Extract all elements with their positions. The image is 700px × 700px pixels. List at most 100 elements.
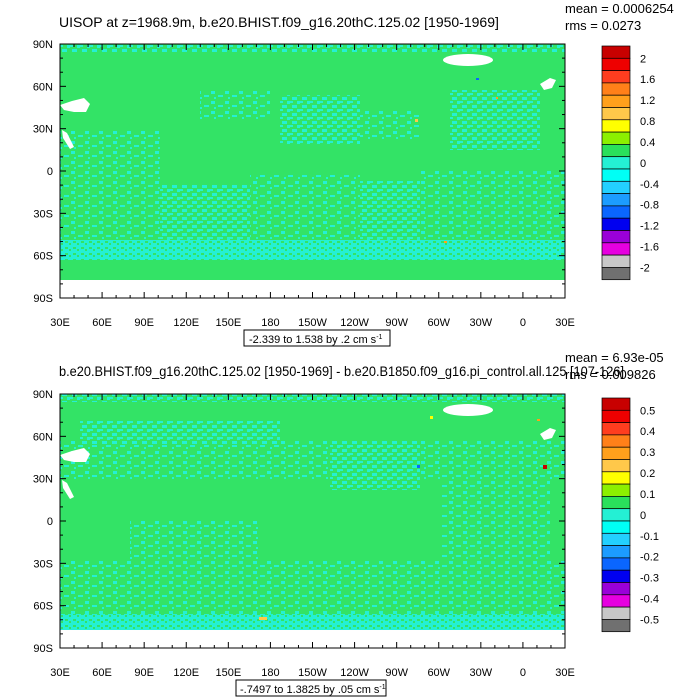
panel-2-mean: mean = 6.93e-05 (565, 350, 664, 365)
panel-2-colorbar-label: 0.5 (640, 405, 655, 417)
panel-1-ytick-label: 0 (47, 166, 53, 178)
panel-1-ytick-label: 90S (33, 293, 53, 305)
panel-2-colorbar-box (601, 446, 631, 460)
panel-1-xtick-label: 90W (385, 317, 408, 329)
panel-1-xtick-label: 60E (92, 317, 112, 329)
panel-1-colorbar-box (601, 94, 631, 108)
panel-2-xtick-label: 90E (134, 667, 154, 679)
panel-2-xtick-label: 0 (520, 667, 526, 679)
panel-1-colorbar-label: 0.8 (640, 116, 655, 128)
panel-2-colorbar-box (601, 582, 631, 596)
panel-2-colorbar-box (601, 569, 631, 583)
panel-2-ytick-label: 90N (33, 389, 53, 401)
panel-1-map (60, 44, 565, 298)
panel-2-ytick-label: 60S (33, 601, 53, 613)
panel-2-colorbar-box (601, 508, 631, 522)
panel-1-colorbar-box (601, 254, 631, 268)
panel-2-xtick-label: 30E (555, 667, 575, 679)
panel-2-xtick-label: 60E (92, 667, 112, 679)
panel-1-xtick-label: 30E (555, 317, 575, 329)
panel-1-colorbar-box (601, 45, 631, 59)
panel-1-colorbar-box (601, 144, 631, 158)
panel-1-colorbar: 2 1.6 1.2 0.8 0.4 0 -0.4 -0.8 -1.2 -1.6 -2 (601, 45, 659, 281)
panel-1-colorbar-box (601, 193, 631, 207)
panel-1-ytick-label: 60S (33, 251, 53, 263)
panel-1-xtick-label: 90E (134, 317, 154, 329)
panel-1-xtick-label: 120W (340, 317, 369, 329)
panel-1-colorbar-box (601, 57, 631, 71)
panel-2-xtick-label: 30E (50, 667, 70, 679)
panel-1-range-label: -2.339 to 1.538 by .2 cm s (249, 334, 377, 346)
panel-1-colorbar-box (601, 267, 631, 281)
panel-2-title: b.e20.BHIST.f09_g16.20thC.125.02 [1950-1… (59, 363, 624, 379)
panel-2-range-sup: -1 (379, 684, 385, 691)
panel-2-xtick-label: 180 (261, 667, 279, 679)
panel-1-ytick-label: 60N (33, 81, 53, 93)
panel-2-colorbar-box (601, 397, 631, 411)
panel-2-colorbar-box (601, 557, 631, 571)
panel-2-map (60, 394, 565, 648)
panel-1-colorbar-box (601, 119, 631, 133)
panel-2-colorbar-box (601, 619, 631, 633)
panel-2-colorbar-label: 0.3 (640, 447, 655, 459)
panel-2-colorbar-box (601, 496, 631, 510)
panel-2-colorbar-label: -0.3 (640, 573, 659, 585)
panel-2-xtick-label: 120W (340, 667, 369, 679)
panel-2-colorbar-box (601, 471, 631, 485)
svg-text:-2.339 to 1.538 by .2 cm s-1: -2.339 to 1.538 by .2 cm s-1 (249, 334, 383, 346)
panel-2-xtick-label: 60W (427, 667, 450, 679)
panel-2-colorbar-label: -0.4 (640, 593, 659, 605)
panel-2-xtick-label: 150W (298, 667, 327, 679)
panel-1-rms: rms = 0.0273 (565, 18, 641, 33)
panel-2-colorbar-label: -0.5 (640, 614, 659, 626)
panel-2-colorbar: 0.5 0.4 0.3 0.2 0.1 0 -0.1 -0.2 -0.3 -0.4 -0.5 (601, 397, 659, 633)
panel-1-colorbar-label: -0.8 (640, 200, 659, 212)
panel-1-colorbar-box (601, 230, 631, 244)
svg-text:-.7497 to 1.3825 by .05 cm s-1: -.7497 to 1.3825 by .05 cm s-1 (240, 684, 386, 696)
panel-2-colorbar-box (601, 594, 631, 608)
panel-1-colorbar-box (601, 205, 631, 219)
panel-1-ytick-label: 90N (33, 39, 53, 51)
panel-2-colorbar-box (601, 459, 631, 473)
panel-1-xtick-label: 180 (261, 317, 279, 329)
panel-1-colorbar-label: -1.6 (640, 241, 659, 253)
panel-2-colorbar-box (601, 409, 631, 423)
panel-1-xtick-label: 30W (470, 317, 493, 329)
panel-2-xtick-label: 30W (470, 667, 493, 679)
panel-1-colorbar-box (601, 217, 631, 231)
panel-2-colorbar-label: 0.4 (640, 426, 655, 438)
panel-1-mean: mean = 0.0006254 (565, 1, 674, 16)
panel-2-colorbar-box (601, 483, 631, 497)
panel-2-colorbar-box (601, 532, 631, 546)
panel-2-colorbar-label: 0.2 (640, 468, 655, 480)
panel-2-colorbar-label: -0.2 (640, 552, 659, 564)
panel-1-colorbar-box (601, 131, 631, 145)
panel-2-range-box: -.7497 to 1.3825 by .05 cm s-1 (235, 679, 387, 697)
panel-2: b.e20.BHIST.f09_g16.20thC.125.02 [1950-1… (33, 350, 664, 697)
panel-1-colorbar-label: -0.4 (640, 179, 659, 191)
panel-1-xtick-label: 30E (50, 317, 70, 329)
panel-1-colorbar-label: -1.2 (640, 221, 659, 233)
panel-2-colorbar-box (601, 422, 631, 436)
panel-1-colorbar-box (601, 107, 631, 121)
panel-1-colorbar-box (601, 168, 631, 182)
panel-1-colorbar-label: 1.6 (640, 74, 655, 86)
panel-2-ytick-label: 30S (33, 558, 53, 570)
panel-2-range-label: -.7497 to 1.3825 by .05 cm s (240, 684, 380, 696)
panel-1-xtick-label: 150E (215, 317, 241, 329)
panel-1: UISOP at z=1968.9m, b.e20.BHIST.f09_g16.… (33, 1, 674, 347)
panel-1-ytick-label: 30S (33, 208, 53, 220)
panel-1-colorbar-label: 1.2 (640, 95, 655, 107)
panel-1-xtick-label: 60W (427, 317, 450, 329)
panel-1-colorbar-label: -2 (640, 262, 650, 274)
panel-2-ytick-label: 30N (33, 474, 53, 486)
panel-2-colorbar-label: -0.1 (640, 531, 659, 543)
panel-1-range-box: -2.339 to 1.538 by .2 cm s-1 (243, 329, 391, 347)
panel-2-ytick-label: 0 (47, 516, 53, 528)
panel-2-colorbar-label: 0.1 (640, 489, 655, 501)
panel-2-colorbar-box (601, 434, 631, 448)
panel-1-title: UISOP at z=1968.9m, b.e20.BHIST.f09_g16.… (59, 14, 499, 30)
panel-1-ytick-label: 30N (33, 124, 53, 136)
panel-1-colorbar-box (601, 242, 631, 256)
